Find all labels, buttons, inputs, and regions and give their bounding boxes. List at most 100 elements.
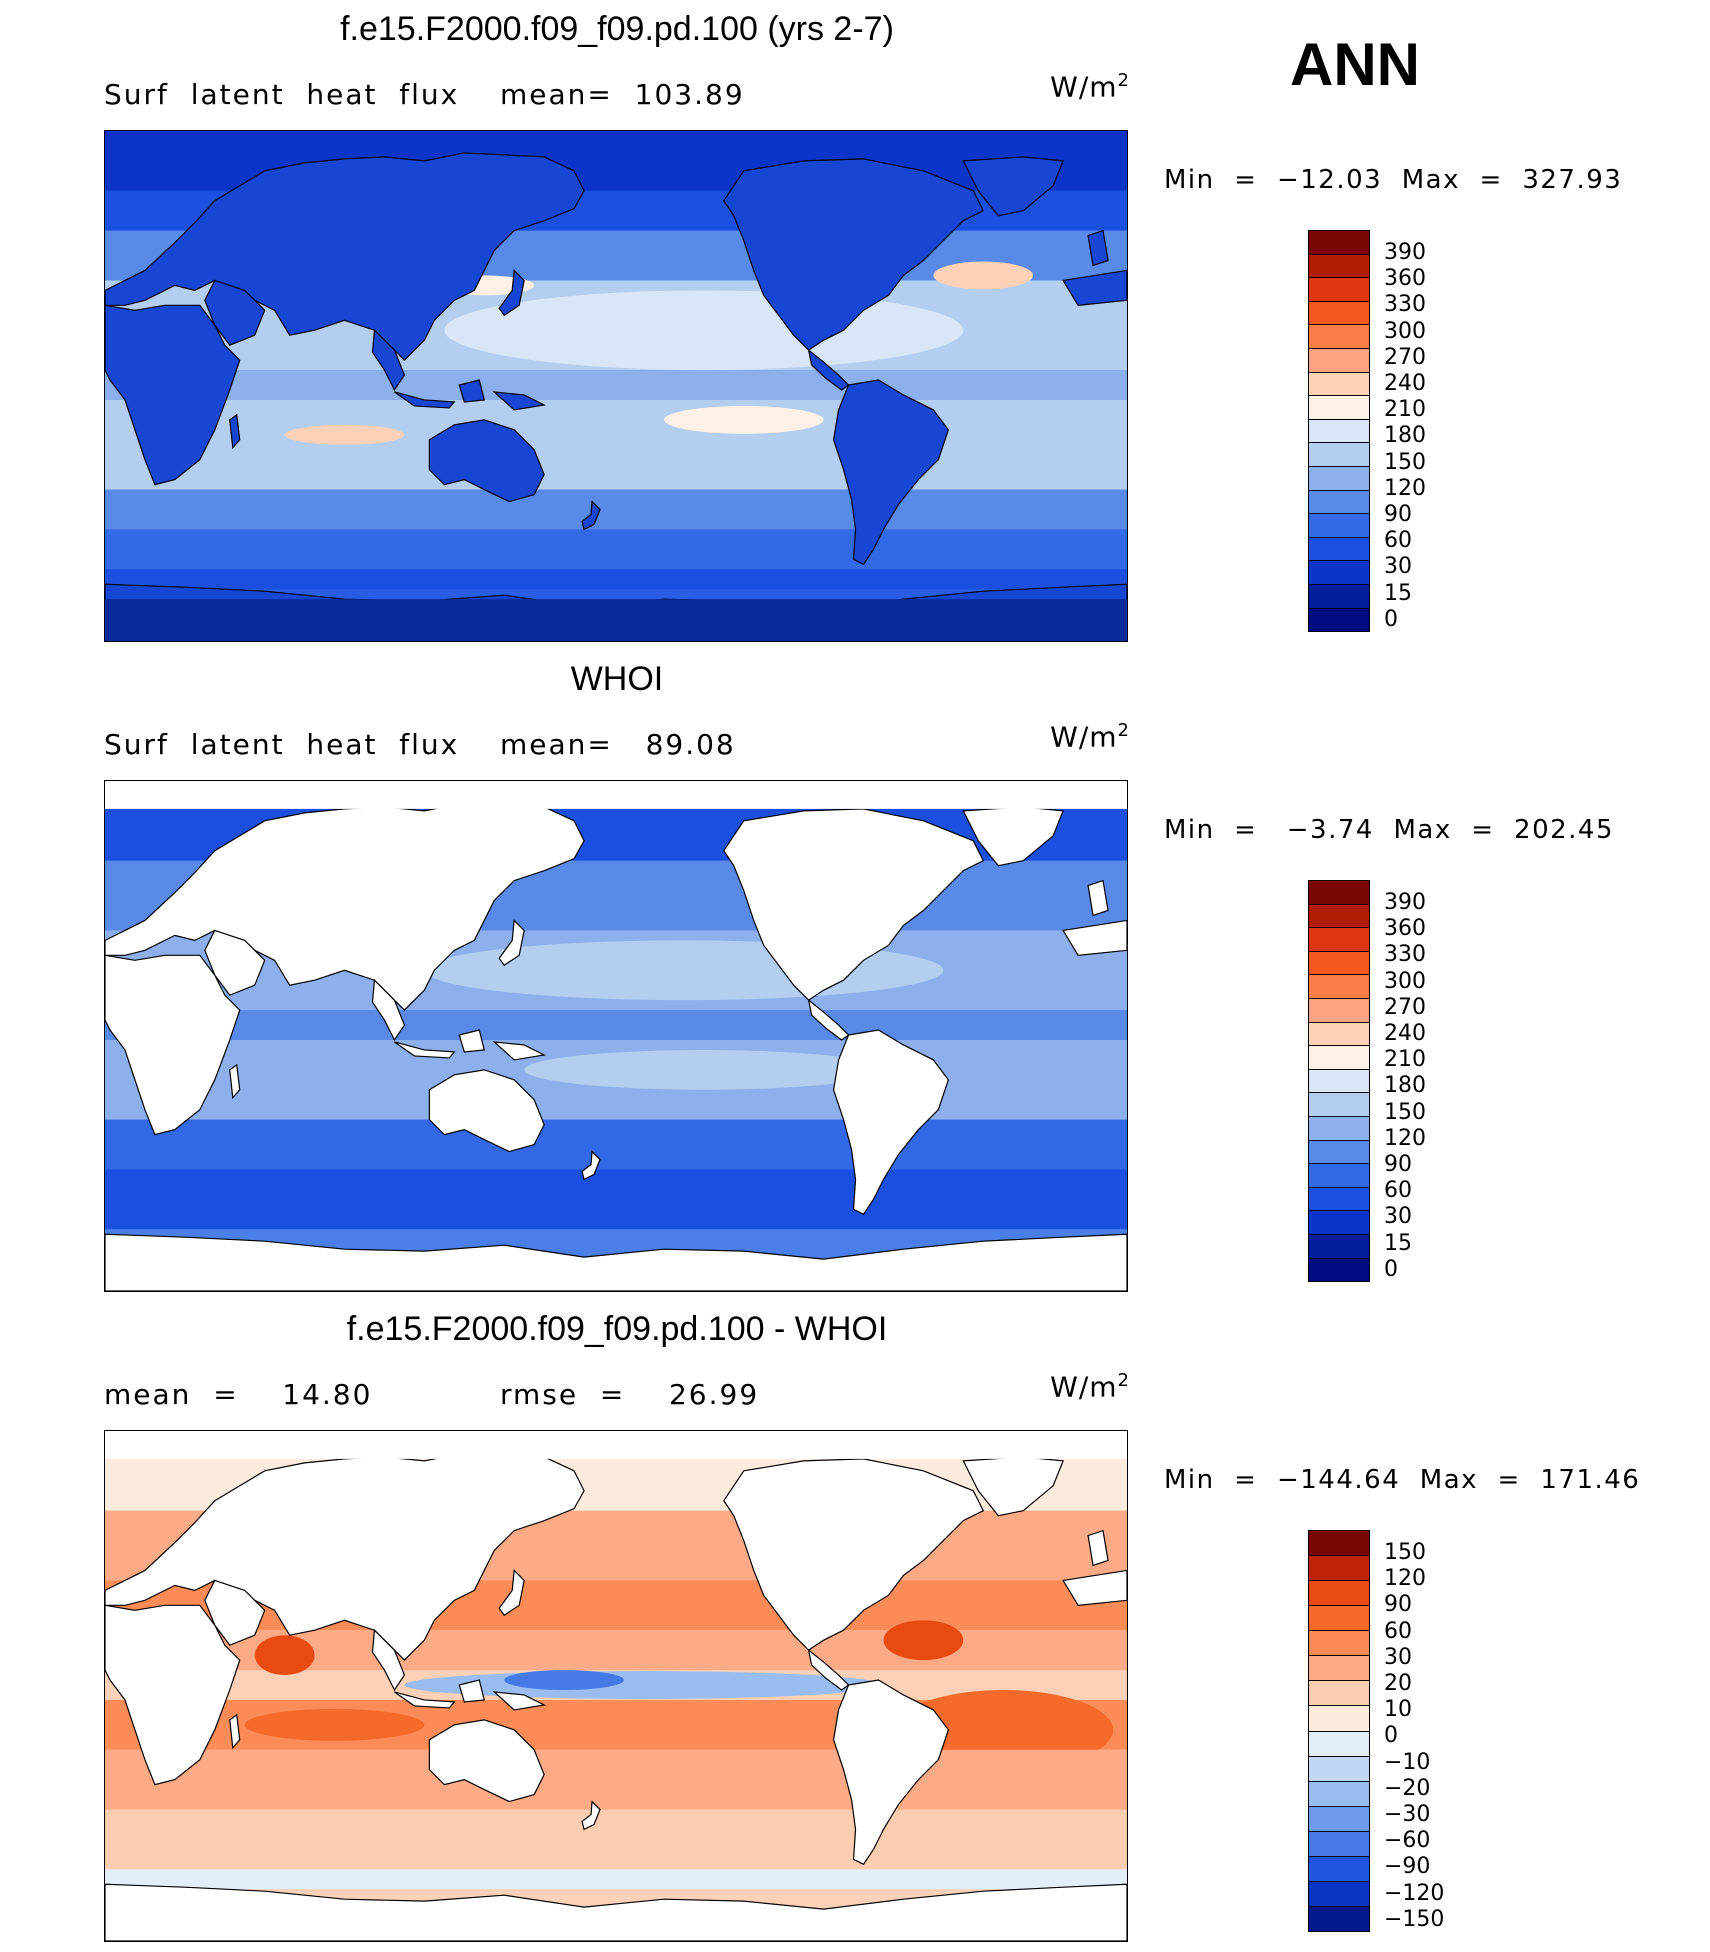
colorbar-swatch — [1309, 1756, 1369, 1782]
colorbar — [1308, 880, 1370, 1282]
colorbar-tick-label: 270 — [1384, 994, 1426, 1020]
colorbar-swatch — [1309, 584, 1369, 609]
colorbar-swatch — [1309, 1046, 1369, 1070]
colorbar-swatch — [1309, 951, 1369, 976]
colorbar-swatch — [1309, 928, 1369, 952]
map-diff — [104, 1430, 1128, 1942]
rmse-label: rmse = 26.99 — [500, 1378, 760, 1411]
map-obs — [104, 780, 1128, 1292]
map-svg — [105, 781, 1127, 1291]
field-band — [105, 1119, 1127, 1170]
colorbar-swatch — [1309, 1069, 1369, 1094]
colorbar-tick-label: 150 — [1384, 1099, 1426, 1125]
field-blob — [444, 290, 964, 371]
colorbar-tick-label: 20 — [1384, 1671, 1412, 1697]
colorbar-swatch — [1309, 254, 1369, 279]
panel-obs: WHOI Surf latent heat flux mean= 89.08 W… — [0, 650, 1710, 1300]
colorbar-swatch — [1309, 419, 1369, 444]
colorbar-swatch — [1309, 537, 1369, 562]
mean-label: mean= 89.08 — [500, 728, 736, 761]
colorbar-tick-label: −20 — [1384, 1775, 1431, 1801]
colorbar-tick-label: 180 — [1384, 423, 1426, 449]
colorbar-swatch — [1309, 1631, 1369, 1657]
colorbar-tick-label: 90 — [1384, 502, 1412, 528]
colorbar-tick-label: 60 — [1384, 1178, 1412, 1204]
colorbar-swatch — [1309, 1211, 1369, 1235]
colorbar-tick-label: 15 — [1384, 1230, 1412, 1256]
colorbar-tick-label: 120 — [1384, 1125, 1426, 1151]
colorbar-tick-label: 90 — [1384, 1592, 1412, 1618]
field-band — [105, 489, 1127, 530]
field-band — [105, 569, 1127, 590]
colorbar-swatch — [1309, 1731, 1369, 1757]
colorbar-tick-label: 150 — [1384, 1540, 1426, 1565]
colorbar-swatch — [1309, 1681, 1369, 1707]
colorbar-tick-label: 150 — [1384, 449, 1426, 475]
colorbar-tick-label: −120 — [1384, 1880, 1445, 1906]
units-label: W/m2 — [1050, 70, 1130, 104]
minmax-label: Min = −144.64 Max = 171.46 — [1164, 1465, 1641, 1495]
colorbar-swatch — [1309, 1234, 1369, 1259]
map-svg — [105, 131, 1127, 641]
mean-label: mean = 14.80 — [104, 1378, 373, 1411]
field-band — [105, 1169, 1127, 1230]
colorbar-tick-label: 30 — [1384, 554, 1412, 580]
colorbar-tick-label: 0 — [1384, 1723, 1398, 1749]
colorbar-tick-label: 60 — [1384, 1618, 1412, 1644]
colorbar-swatch — [1309, 1140, 1369, 1165]
colorbar-swatch — [1309, 325, 1369, 349]
colorbar-swatch — [1309, 1531, 1369, 1557]
colorbar-swatch — [1309, 466, 1369, 491]
minmax-label: Min = −12.03 Max = 327.93 — [1164, 165, 1623, 195]
season-label: ANN — [1290, 31, 1420, 98]
colorbar-tick-label: 300 — [1384, 968, 1426, 994]
panel-title: f.e15.F2000.f09_f09.pd.100 - WHOI — [346, 1310, 888, 1348]
field-band — [105, 370, 1127, 400]
colorbar-tick-label: 30 — [1384, 1644, 1412, 1670]
colorbar-swatch — [1309, 1022, 1369, 1047]
field-blob — [663, 405, 824, 434]
colorbar-tick-label: −30 — [1384, 1802, 1431, 1828]
panel-title: f.e15.F2000.f09_f09.pd.100 (yrs 2-7) — [340, 10, 894, 48]
colorbar-swatch — [1309, 1656, 1369, 1682]
colorbar-swatch — [1309, 1831, 1369, 1857]
variable-label: Surf latent heat flux — [104, 78, 460, 111]
field-blob — [524, 1049, 884, 1090]
colorbar-swatch — [1309, 1116, 1369, 1141]
colorbar-tick-label: 390 — [1384, 890, 1426, 915]
colorbar-tick-label: 300 — [1384, 318, 1426, 344]
colorbar-labels: 390 360 330 300 270 240 210 180 150 120 90 60 30 15 0 — [1384, 242, 1504, 631]
colorbar-tick-label: 30 — [1384, 1204, 1412, 1230]
colorbar-swatch — [1309, 1881, 1369, 1907]
colorbar-swatch — [1309, 1781, 1369, 1807]
field-band — [105, 529, 1127, 570]
colorbar-swatch — [1309, 348, 1369, 373]
field-blob — [933, 261, 1034, 290]
colorbar-swatch — [1309, 1906, 1369, 1931]
colorbar — [1308, 1530, 1370, 1932]
colorbar-tick-label: 330 — [1384, 942, 1426, 968]
colorbar-swatch — [1309, 1806, 1369, 1832]
map-svg — [105, 1431, 1127, 1941]
colorbar-swatch — [1309, 1164, 1369, 1188]
colorbar-tick-label: 360 — [1384, 916, 1426, 942]
colorbar-swatch — [1309, 231, 1369, 255]
field-band — [105, 1749, 1127, 1810]
colorbar-swatch — [1309, 1556, 1369, 1582]
colorbar-swatch — [1309, 881, 1369, 905]
colorbar-swatch — [1309, 1258, 1369, 1282]
colorbar-swatch — [1309, 1187, 1369, 1212]
colorbar-swatch — [1309, 301, 1369, 326]
units-label: W/m2 — [1050, 720, 1130, 754]
panel-title: WHOI — [570, 660, 664, 698]
colorbar-swatch — [1309, 1606, 1369, 1632]
units-label: W/m2 — [1050, 1370, 1130, 1404]
no-data-arctic — [105, 1431, 1127, 1459]
colorbar — [1308, 230, 1370, 632]
colorbar-tick-label: 240 — [1384, 371, 1426, 397]
panel-diff: f.e15.F2000.f09_f09.pd.100 - WHOI mean =… — [0, 1300, 1710, 1950]
minmax-label: Min = −3.74 Max = 202.45 — [1164, 815, 1615, 845]
colorbar-tick-label: 180 — [1384, 1073, 1426, 1099]
colorbar-tick-label: −10 — [1384, 1749, 1431, 1775]
field-band — [105, 399, 1127, 490]
